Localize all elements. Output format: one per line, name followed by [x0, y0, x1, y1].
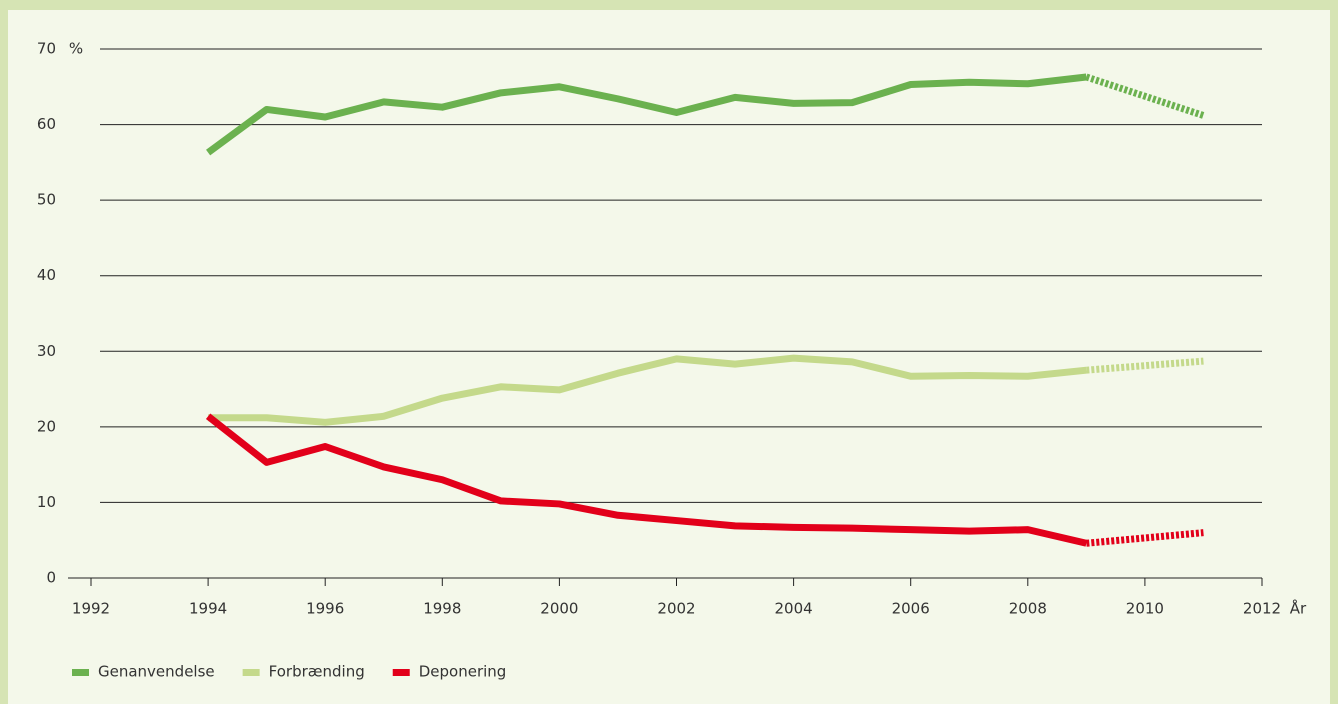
x-tick-label: 1994: [189, 600, 227, 618]
x-tick-label: 2006: [892, 600, 930, 618]
x-tick-label: 2004: [775, 600, 813, 618]
y-tick-label: 60: [37, 115, 56, 133]
y-tick-label: 10: [37, 493, 56, 511]
line-series-projection: [1085, 73, 1205, 119]
x-tick-label: 2010: [1126, 600, 1164, 618]
x-tick-label: 1992: [72, 600, 110, 618]
legend-label: Genanvendelse: [98, 663, 215, 681]
x-tick-label: 2008: [1009, 600, 1047, 618]
x-tick-label: 1998: [423, 600, 461, 618]
line-series: [206, 73, 1087, 156]
y-tick-label: 50: [37, 191, 56, 209]
x-tick-label: 2012: [1243, 600, 1281, 618]
line-series: [205, 413, 1088, 547]
y-tick-label: 30: [37, 342, 56, 360]
y-tick-label: 70: [37, 40, 56, 58]
x-tick-label: 1996: [306, 600, 344, 618]
plot-background: [8, 10, 1330, 704]
line-series-projection: [1086, 529, 1204, 547]
legend-swatch: [242, 669, 260, 676]
y-axis-unit: %: [69, 40, 83, 58]
x-tick-label: 2000: [540, 600, 578, 618]
x-axis-label: År: [1290, 599, 1307, 618]
legend-label: Forbrænding: [269, 663, 365, 681]
legend-swatch: [392, 669, 410, 676]
y-tick-label: 40: [37, 266, 56, 284]
y-tick-label: 0: [46, 569, 56, 587]
line-series-projection: [1086, 357, 1204, 374]
x-tick-label: 2002: [657, 600, 695, 618]
legend-swatch: [72, 669, 89, 676]
legend-label: Deponering: [419, 663, 507, 681]
y-tick-label: 20: [37, 417, 56, 435]
line-series: [208, 354, 1087, 426]
